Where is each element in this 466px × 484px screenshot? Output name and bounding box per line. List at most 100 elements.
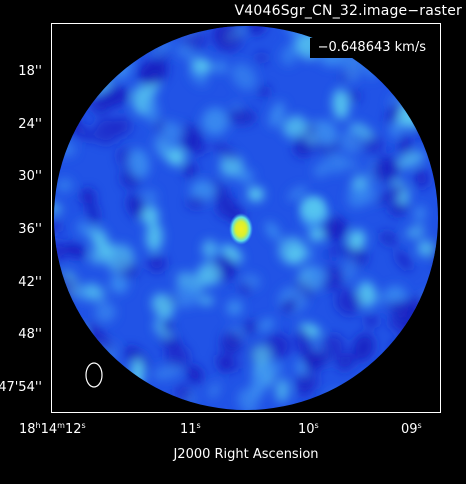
noise-blob <box>54 65 67 88</box>
y-tick-18: 18'' <box>18 64 42 79</box>
noise-blob <box>334 157 361 170</box>
noise-blob <box>280 45 297 66</box>
y-tick-54: −47'54'' <box>0 380 42 395</box>
noise-blob <box>247 26 266 35</box>
noise-blob <box>76 220 91 237</box>
noise-blob <box>127 148 150 179</box>
noise-blob <box>220 330 243 355</box>
beam-ellipse <box>85 362 103 388</box>
noise-blob <box>181 30 208 50</box>
noise-blob <box>389 201 409 216</box>
noise-blob <box>63 68 95 86</box>
noise-blob <box>141 207 160 225</box>
noise-blob <box>238 281 252 295</box>
noise-blob <box>54 388 69 405</box>
noise-blob <box>227 108 256 125</box>
noise-blob <box>127 194 147 220</box>
noise-blob <box>216 354 242 370</box>
noise-blob <box>335 352 356 371</box>
noise-blob <box>251 344 272 366</box>
noise-blob <box>255 52 268 64</box>
x-tick-09: 09s <box>401 421 422 437</box>
noise-blob <box>63 242 87 259</box>
noise-blob <box>384 301 411 316</box>
x-tick-12: 18h14m12s <box>19 421 86 437</box>
noise-blob <box>86 199 100 225</box>
noise-blob <box>186 365 203 384</box>
x-axis-label: J2000 Right Ascension <box>173 447 319 462</box>
noise-blob <box>152 128 181 155</box>
noise-blob <box>218 259 238 278</box>
noise-blob <box>390 119 401 139</box>
raster-map <box>54 26 438 410</box>
noise-blob <box>242 319 258 336</box>
noise-blob <box>409 330 422 343</box>
noise-blob <box>309 228 325 242</box>
map-frame: −0.648643 km/s <box>51 23 441 413</box>
noise-blob <box>278 236 306 265</box>
noise-blob <box>167 148 186 166</box>
noise-blob <box>223 245 243 262</box>
noise-blob <box>418 359 436 375</box>
noise-blob <box>413 205 427 222</box>
noise-blob <box>94 301 116 323</box>
y-tick-36: 36'' <box>18 222 42 237</box>
noise-blob <box>335 288 362 316</box>
noise-blob <box>212 141 238 161</box>
noise-blob <box>184 140 208 155</box>
noise-blob <box>137 58 168 86</box>
noise-blob <box>352 333 375 362</box>
y-tick-24: 24'' <box>18 117 42 132</box>
noise-blob <box>377 184 405 206</box>
noise-blob <box>83 283 106 302</box>
noise-blob <box>214 60 228 74</box>
noise-blob <box>287 186 308 202</box>
noise-blob <box>54 26 62 38</box>
noise-blob <box>364 313 379 328</box>
image-title: V4046Sgr_CN_32.image−raster <box>234 3 462 19</box>
noise-blob <box>325 241 354 258</box>
noise-blob <box>395 250 412 271</box>
noise-blob <box>54 342 65 358</box>
noise-blob <box>89 96 110 114</box>
noise-blob <box>231 63 257 91</box>
x-tick-10: 10s <box>298 421 319 437</box>
noise-blob <box>395 151 425 169</box>
noise-blob <box>404 369 429 388</box>
noise-blob <box>418 353 438 371</box>
y-tick-30: 30'' <box>18 169 42 184</box>
noise-blob <box>54 219 62 233</box>
noise-blob <box>423 102 438 121</box>
noise-blob <box>282 115 307 138</box>
noise-blob <box>165 344 190 370</box>
y-tick-48: 48'' <box>18 327 42 342</box>
noise-blob <box>247 186 264 202</box>
noise-blob <box>275 378 290 403</box>
x-tick-11: 11s <box>180 421 201 437</box>
noise-blob <box>281 299 297 313</box>
noise-blob <box>54 355 74 384</box>
noise-blob <box>238 169 255 185</box>
noise-blob <box>216 196 239 219</box>
noise-blob <box>226 299 243 316</box>
noise-blob <box>219 154 244 178</box>
y-tick-42: 42'' <box>18 275 42 290</box>
noise-blob <box>80 188 96 204</box>
noise-blob <box>351 174 369 189</box>
noise-blob <box>145 97 160 125</box>
noise-blob <box>417 320 435 344</box>
noise-blob <box>379 231 398 246</box>
noise-blob <box>202 239 216 256</box>
velocity-label: −0.648643 km/s <box>309 38 434 58</box>
noise-blob <box>413 87 437 104</box>
noise-blob <box>414 340 433 360</box>
noise-blob <box>54 310 67 328</box>
noise-blob <box>147 254 167 273</box>
noise-blob <box>103 243 135 272</box>
noise-blob <box>319 397 342 410</box>
noise-blob <box>341 254 358 284</box>
noise-blob <box>314 120 338 146</box>
noise-blob <box>264 221 281 241</box>
noise-blob <box>340 127 367 154</box>
noise-blob <box>397 135 413 156</box>
